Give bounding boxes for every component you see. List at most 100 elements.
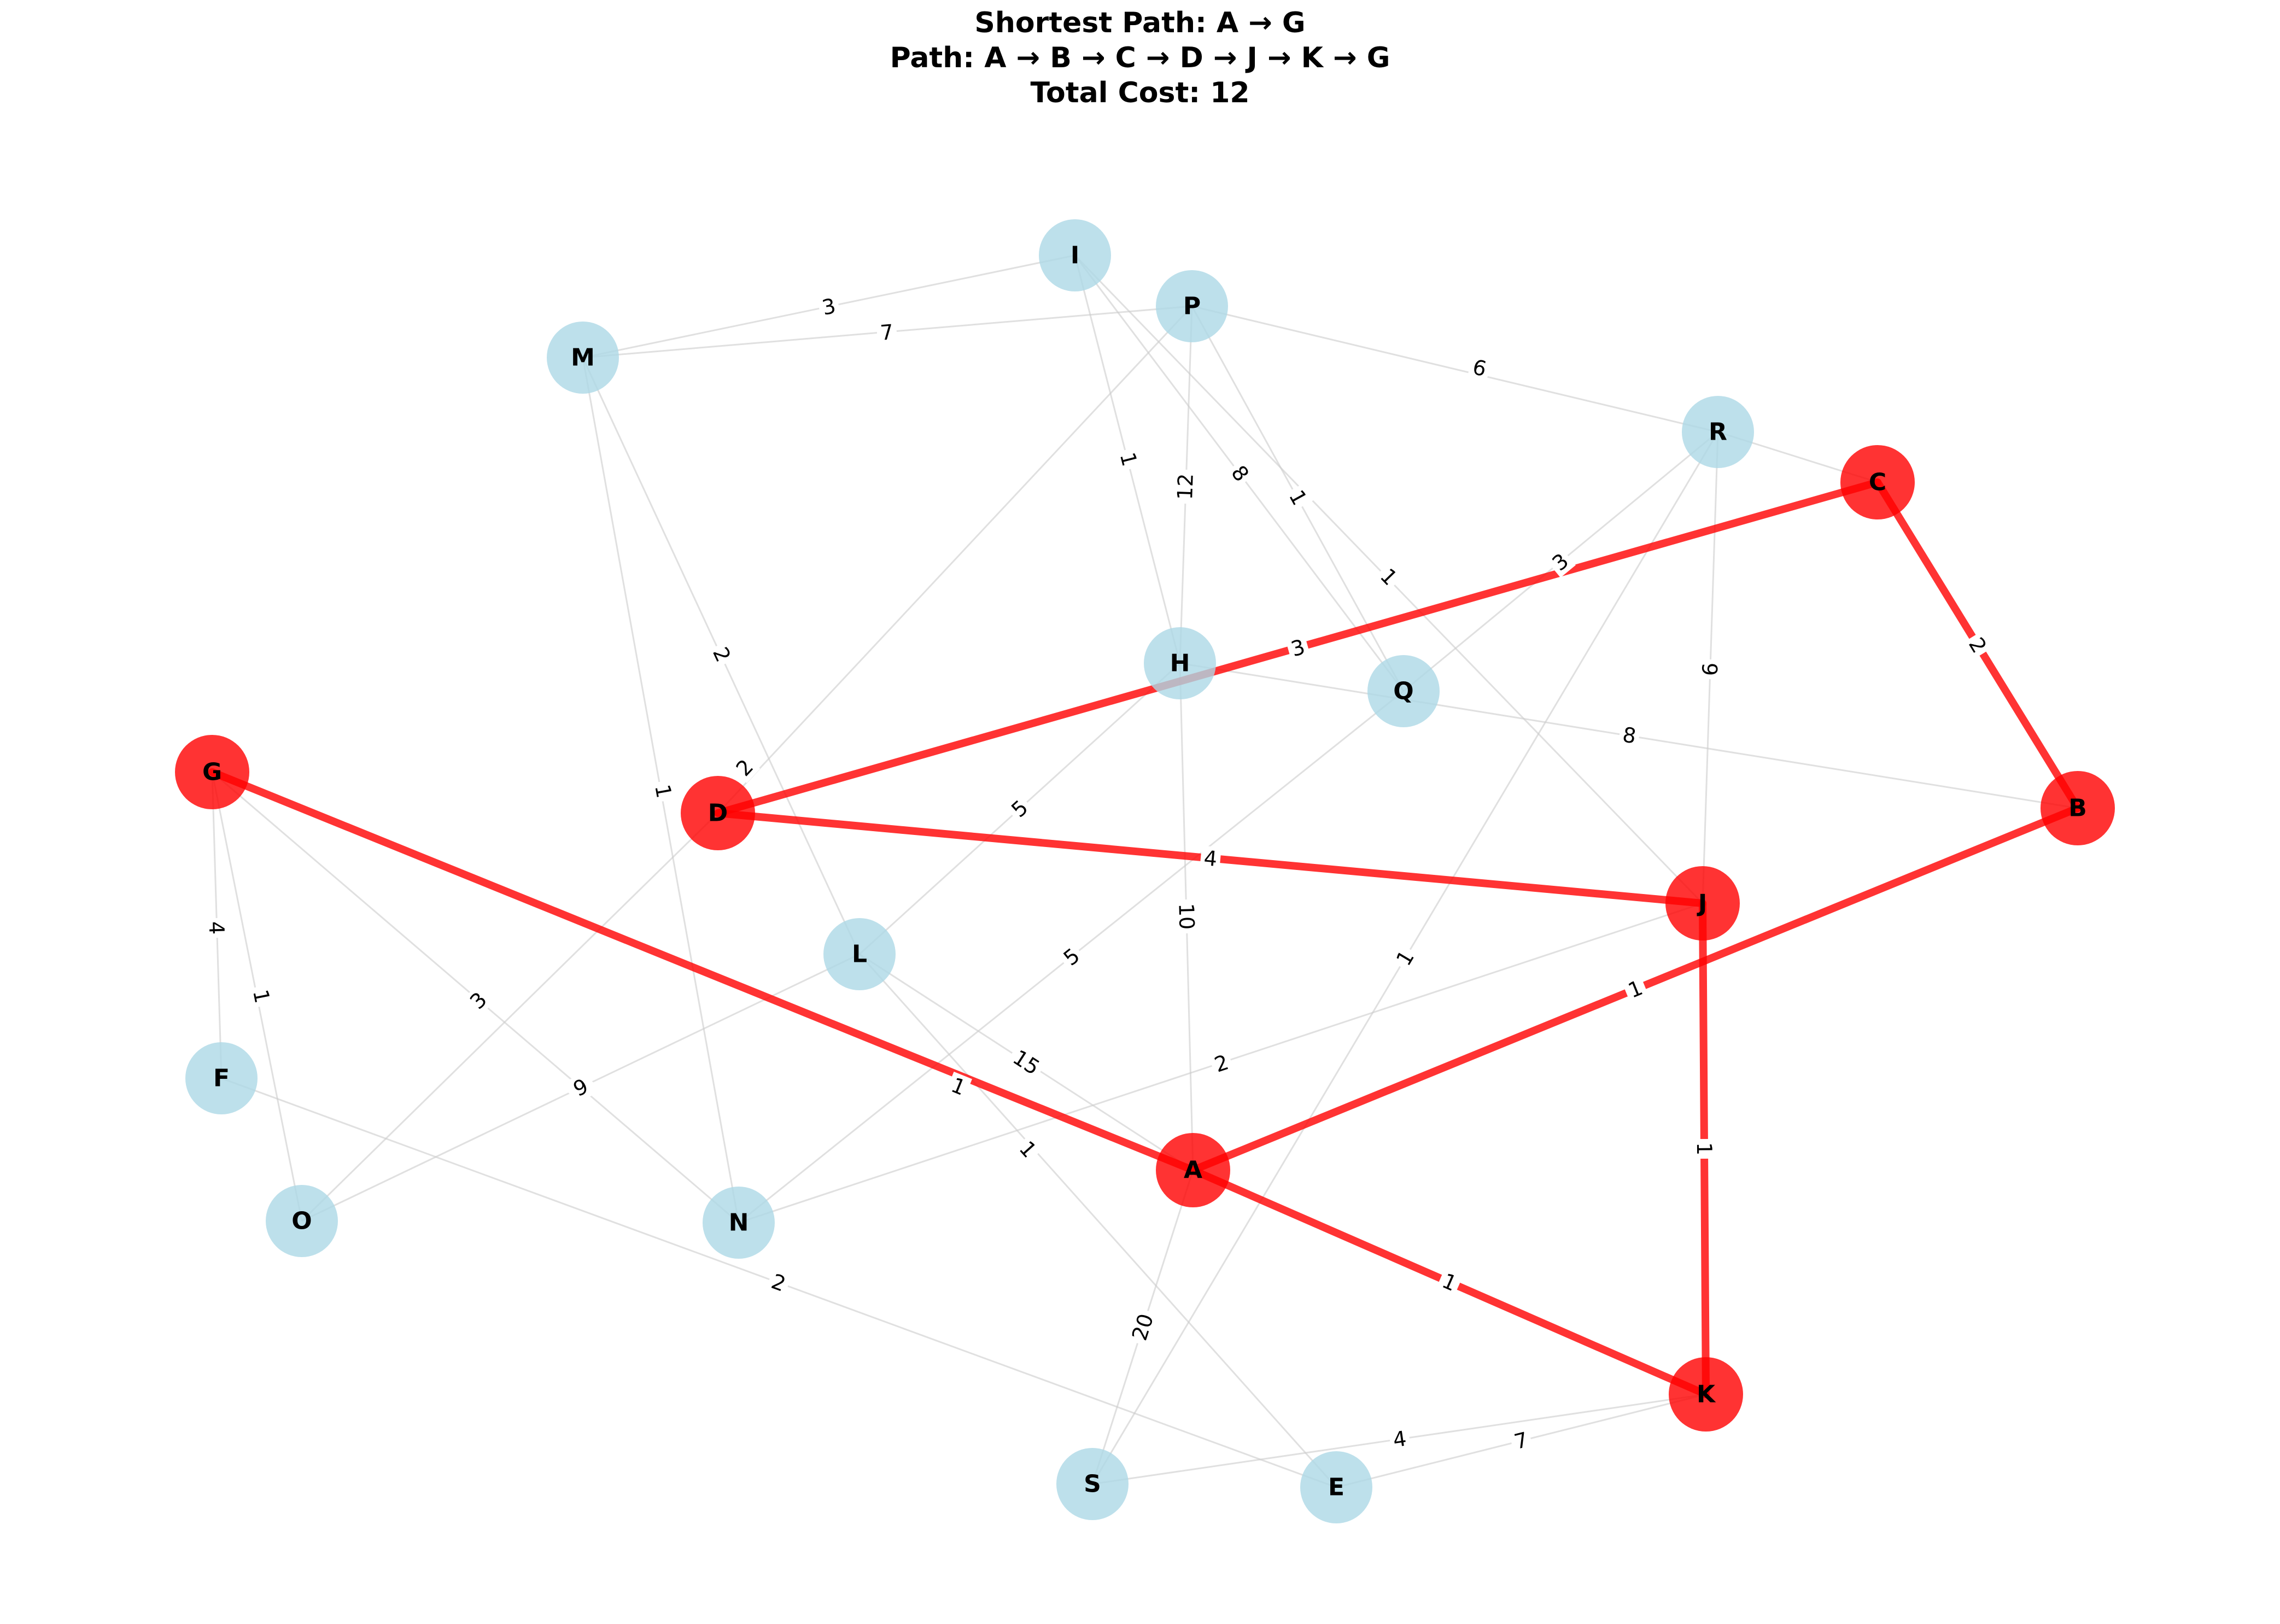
edge-weight-H-B: 8 [1617,722,1641,749]
node-label: G [202,758,222,786]
node-label: M [571,344,595,372]
edge-weight-A-S: 20 [1126,1307,1160,1347]
edges-path-layer [208,478,2082,1398]
edge-weight-bg [1012,1134,1044,1165]
node-circle [1156,270,1228,342]
edge-weight-G-O: 1 [247,984,276,1008]
edge-weight-P-D: 2 [729,752,761,784]
edge-weight-bg [816,293,841,321]
edge-weight-I-H: 1 [1114,447,1143,472]
edge-weight-bg [1200,845,1221,872]
edge-weight-L-E: 1 [1012,1134,1044,1165]
edge-D-O [301,812,719,1222]
edge-weight-bg [945,1071,972,1102]
node-label: I [1071,242,1079,270]
node-label: O [291,1207,312,1235]
node-circle [175,735,249,809]
edge-weight-M-N: 1 [650,779,677,803]
edge-weight-bg [247,984,276,1008]
node-circle [1682,396,1754,468]
edge-weight-F-E: 2 [765,1268,792,1298]
node-label: C [1869,469,1886,496]
edge-weight-bg [1005,1043,1047,1082]
node-circle [1039,219,1111,291]
edge-weight-S-K: 4 [1388,1426,1411,1453]
node-circle [1367,655,1440,727]
edge-weight-bg [729,752,761,784]
node-label: E [1328,1474,1344,1502]
edge-weight-text: 1 [1692,1142,1716,1155]
edge-weight-M-I: 3 [816,293,841,321]
edge-weight-I-J: 1 [1373,561,1405,593]
edge-weight-bg [1692,1138,1717,1159]
edge-P-D [717,305,1193,814]
edge-weight-D-J: 4 [1200,845,1221,872]
edge-weight-bg [1004,793,1036,825]
edge-weight-bg [1467,354,1492,382]
node-M: M [547,322,619,394]
edge-P-R [1191,305,1718,433]
edge-weight-bg [463,985,494,1017]
edge-weight-bg [1283,483,1313,512]
edge-A-G [208,768,1197,1174]
edge-weight-bg [1114,447,1143,472]
edge-weight-K-A: 1 [1435,1267,1464,1298]
edge-weight-text: 1 [1376,564,1402,590]
node-label: P [1183,293,1201,320]
edge-weight-bg [1617,722,1641,749]
edge-weight-R-S: 1 [1389,943,1421,973]
edge-weight-H-A: 10 [1174,899,1199,934]
node-O: O [266,1185,338,1257]
node-R: R [1682,396,1754,468]
title-line-start-goal: Shortest Path: A → G [974,7,1306,39]
node-circle [1665,866,1740,940]
edge-weight-bg [566,1072,595,1103]
edge-weight-bg [1388,1426,1411,1453]
node-F: F [185,1042,258,1114]
node-E: E [1300,1451,1372,1523]
edge-weight-text: 6 [1698,662,1723,676]
edge-weight-M-P: 7 [876,319,898,346]
node-label: K [1697,1381,1716,1409]
edge-weight-bg [1056,941,1087,973]
node-K: K [1669,1357,1743,1432]
edge-weight-Q-N: 5 [1056,941,1087,973]
diagram-title: Shortest Path: A → G Path: A → B → C → D… [0,5,2280,110]
node-label: N [729,1209,749,1237]
node-label: L [852,940,867,968]
node-I: I [1039,219,1111,291]
node-J: J [1665,866,1740,940]
node-circle [1156,1133,1230,1207]
edge-weight-P-R: 6 [1467,354,1492,382]
edge-weight-P-Q: 1 [1283,483,1313,512]
node-S: S [1056,1448,1129,1520]
edge-weight-bg [1172,469,1199,504]
node-circle [547,322,619,394]
node-D: D [681,776,755,850]
edge-weight-text: 7 [879,320,895,345]
node-label: S [1084,1470,1101,1498]
node-circle [185,1042,258,1114]
title-line-total-cost: Total Cost: 12 [1030,77,1250,109]
node-circle [266,1185,338,1257]
node-circle [681,776,755,850]
edge-weight-bg [1285,633,1311,663]
edge-weight-bg [1174,899,1199,934]
edge-weight-bg [1373,561,1405,593]
node-label: H [1170,650,1190,677]
edge-weight-E-K: 7 [1509,1427,1534,1455]
edge-weight-A-B: 1 [1622,974,1649,1004]
edge-weight-bg [1545,546,1576,578]
node-circle [1669,1357,1743,1432]
edge-weight-text: 10 [1174,903,1199,930]
node-circle [1840,445,1915,519]
edge-weight-M-L: 2 [706,640,737,669]
node-C: C [1840,445,1915,519]
edge-L-E [858,954,1337,1488]
edge-weight-bg [1509,1427,1534,1455]
edge-weight-G-F: 4 [204,918,229,938]
node-label: D [708,799,728,827]
node-N: N [703,1187,775,1259]
edge-weight-bg [1962,630,1993,660]
